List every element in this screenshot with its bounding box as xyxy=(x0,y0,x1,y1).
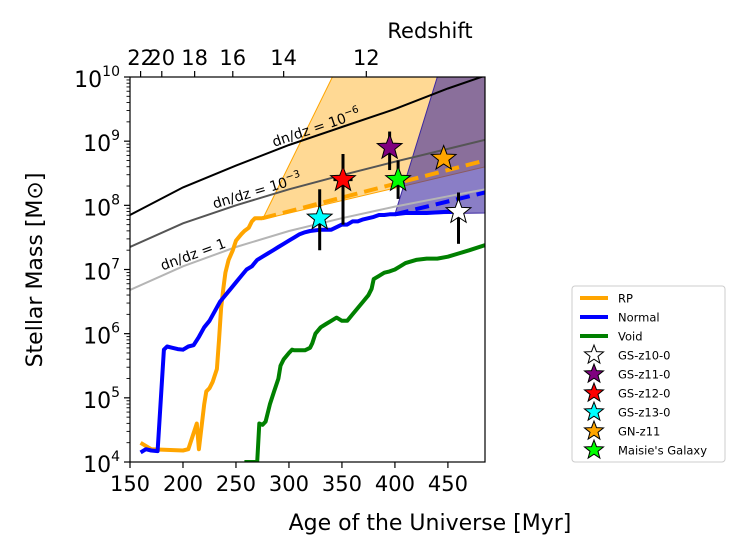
legend-star-swatch xyxy=(583,400,605,422)
top-tick-label: 14 xyxy=(270,46,297,70)
galaxy-markers xyxy=(305,131,473,251)
top-tick-label: 16 xyxy=(219,46,246,70)
x-tick-label: 250 xyxy=(216,472,256,496)
y-tick-label: 108 xyxy=(83,192,120,221)
series-line-normal xyxy=(139,209,459,455)
legend-star-swatch xyxy=(583,381,605,403)
top-tick-label: 22 xyxy=(127,46,154,70)
legend-entry: Void xyxy=(580,330,643,344)
y-axis-label: Stellar Mass [M⊙] xyxy=(23,173,48,368)
series-extension-rp xyxy=(261,158,485,221)
y-tick-label: 106 xyxy=(83,321,120,350)
galaxy-point xyxy=(375,131,404,171)
legend-entry: Maisie's Galaxy xyxy=(583,438,707,460)
star-marker xyxy=(384,165,412,192)
legend-label: Normal xyxy=(618,311,660,325)
number-density-curve xyxy=(130,77,485,216)
top-axis-label: Redshift xyxy=(387,19,472,43)
legend-star-swatch xyxy=(583,438,605,460)
x-tick-label: 350 xyxy=(322,472,362,496)
y-tick-label: 107 xyxy=(83,257,120,286)
top-tick-label: 20 xyxy=(148,46,175,70)
number-density-label: dn/dz = 1 xyxy=(159,236,229,274)
y-tick-label: 109 xyxy=(83,128,120,157)
star-marker xyxy=(444,197,473,224)
number-density-curve xyxy=(130,138,485,248)
legend-entry: RP xyxy=(580,292,633,306)
x-tick-label: 200 xyxy=(163,472,203,496)
x-tick-label: 300 xyxy=(269,472,309,496)
legend-entry: Normal xyxy=(580,311,660,325)
legend-entry: GN-z11 xyxy=(583,419,660,441)
star-marker xyxy=(429,144,458,171)
legend-label: GS-z10-0 xyxy=(618,349,671,363)
galaxy-point xyxy=(384,160,412,199)
legend-label: GN-z11 xyxy=(618,425,660,439)
legend-star-swatch xyxy=(583,343,605,365)
legend-label: GS-z13-0 xyxy=(618,406,671,420)
legend-star-swatch xyxy=(583,362,605,384)
x-tick-label: 400 xyxy=(375,472,415,496)
y-tick-label: 104 xyxy=(83,449,120,478)
star-marker xyxy=(305,203,334,230)
legend-box xyxy=(571,285,726,463)
series-line-rp xyxy=(139,216,263,453)
legend-label: GS-z11-0 xyxy=(618,368,671,382)
legend-star-swatch xyxy=(583,419,605,441)
x-tick-label: 450 xyxy=(428,472,468,496)
legend-label: Maisie's Galaxy xyxy=(618,444,707,458)
x-tick-label: 150 xyxy=(110,472,150,496)
axes: 150 200 250 300 350 400 450 104 105 106 107 108 109 1… xyxy=(74,46,468,496)
galaxy-point xyxy=(305,189,334,251)
galaxy-point xyxy=(329,154,357,225)
legend-entry: GS-z12-0 xyxy=(583,381,671,403)
series-lines xyxy=(139,158,485,462)
legend-label: RP xyxy=(618,292,633,306)
legend-label: GS-z12-0 xyxy=(618,387,671,401)
series-extension-normal xyxy=(394,190,485,217)
y-tick-label: 105 xyxy=(83,385,120,414)
star-marker xyxy=(329,165,357,192)
star-marker xyxy=(375,133,404,160)
legend-entry: GS-z13-0 xyxy=(583,400,671,422)
galaxy-point xyxy=(429,144,458,171)
top-tick-label: 18 xyxy=(181,46,208,70)
legend-entry: GS-z11-0 xyxy=(583,362,671,384)
legend: RP Normal Void GS-z10-0 GS-z11-0 GS-z12-0 GS-z… xyxy=(571,285,726,463)
series-line-void xyxy=(244,243,485,462)
y-tick-label: 1010 xyxy=(74,64,120,93)
legend-label: Void xyxy=(618,330,643,344)
legend-entry: GS-z10-0 xyxy=(583,343,671,365)
top-tick-label: 12 xyxy=(353,46,380,70)
x-axis-label: Age of the Universe [Myr] xyxy=(289,511,572,536)
galaxy-point xyxy=(444,192,473,244)
